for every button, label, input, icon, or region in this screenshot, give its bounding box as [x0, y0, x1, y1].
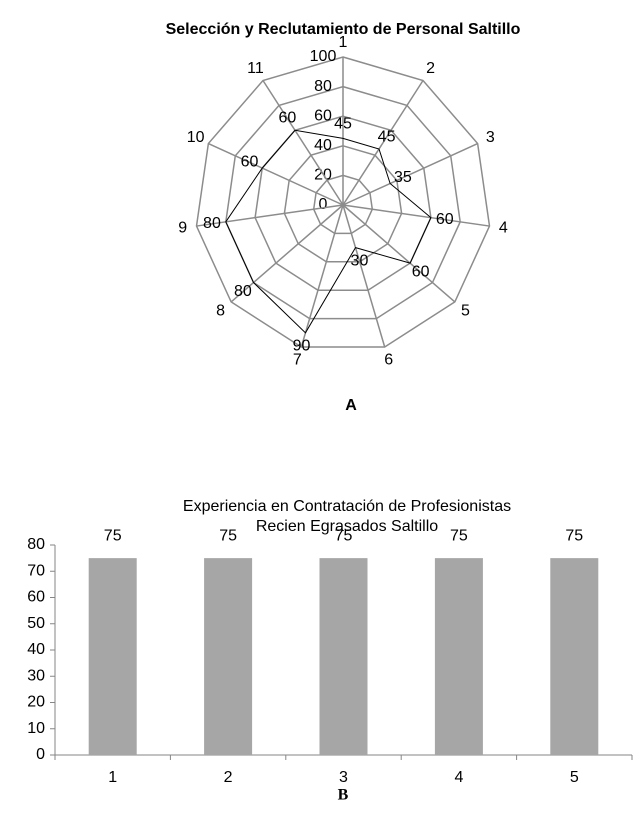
data-label: 80: [234, 283, 252, 300]
data-label: 45: [378, 128, 396, 145]
r-tick-label: 40: [314, 137, 332, 154]
category-label: 3: [486, 129, 495, 146]
spoke: [262, 80, 344, 206]
category-label: 2: [426, 60, 435, 77]
spoke: [342, 204, 386, 348]
category-label: 5: [461, 302, 470, 319]
x-tick-label: 2: [224, 769, 233, 786]
y-tick-label: 70: [27, 562, 45, 579]
data-label: 75: [219, 527, 237, 544]
spoke: [342, 80, 424, 206]
bar: [434, 558, 483, 755]
x-tick-label: 4: [454, 769, 463, 786]
grid-ring: [225, 85, 461, 320]
radar-line: [225, 129, 432, 334]
caption: B: [338, 787, 349, 804]
spoke: [196, 204, 344, 227]
bar: [550, 558, 599, 755]
data-label: 60: [412, 264, 430, 281]
spoke: [208, 142, 344, 206]
data-label: 75: [335, 527, 353, 544]
category-label: 7: [293, 352, 302, 369]
radar-title: Selección y Reclutamiento de Personal Sa…: [166, 21, 521, 38]
data-label: 60: [279, 110, 297, 127]
y-tick-label: 30: [27, 667, 45, 684]
data-label: 60: [436, 211, 454, 228]
grid-ring: [312, 174, 374, 235]
y-tick-label: 80: [27, 536, 45, 553]
x-tick-label: 5: [570, 769, 579, 786]
r-tick-label: 60: [314, 107, 332, 124]
data-label: 75: [104, 527, 122, 544]
data-label: 35: [394, 169, 412, 186]
bar-title: Experiencia en Contratación de Profesion…: [182, 498, 512, 535]
r-tick-label: 0: [319, 196, 328, 213]
category-label: 11: [247, 60, 264, 77]
category-label: 6: [384, 352, 393, 369]
spoke: [342, 204, 490, 227]
data-label: 45: [334, 116, 352, 133]
data-label: 80: [203, 215, 221, 232]
category-label: 10: [187, 129, 205, 146]
grid-ring: [283, 145, 403, 263]
y-tick-label: 10: [27, 720, 45, 737]
r-tick-label: 100: [310, 48, 337, 65]
category-label: 4: [499, 219, 508, 236]
data-label: 60: [241, 154, 259, 171]
data-label: 75: [450, 527, 468, 544]
y-tick-label: 60: [27, 589, 45, 606]
spoke: [342, 204, 456, 303]
y-tick-label: 20: [27, 694, 45, 711]
bar: [319, 558, 368, 755]
category-label: 8: [216, 302, 225, 319]
data-label: 30: [351, 252, 369, 269]
y-tick-label: 0: [36, 746, 45, 763]
y-tick-label: 50: [27, 615, 45, 632]
category-label: 1: [339, 34, 348, 51]
x-tick-label: 1: [108, 769, 117, 786]
spoke: [300, 204, 344, 348]
data-label: 90: [293, 337, 311, 354]
grid-ring: [195, 56, 491, 348]
data-label: 75: [565, 527, 583, 544]
r-tick-label: 80: [314, 78, 332, 95]
y-tick-label: 40: [27, 641, 45, 658]
caption: A: [345, 397, 357, 414]
bar: [88, 558, 137, 755]
x-tick-label: 3: [339, 769, 348, 786]
spoke: [230, 204, 344, 303]
spoke: [342, 142, 478, 206]
category-label: 9: [178, 219, 187, 236]
bar: [204, 558, 253, 755]
